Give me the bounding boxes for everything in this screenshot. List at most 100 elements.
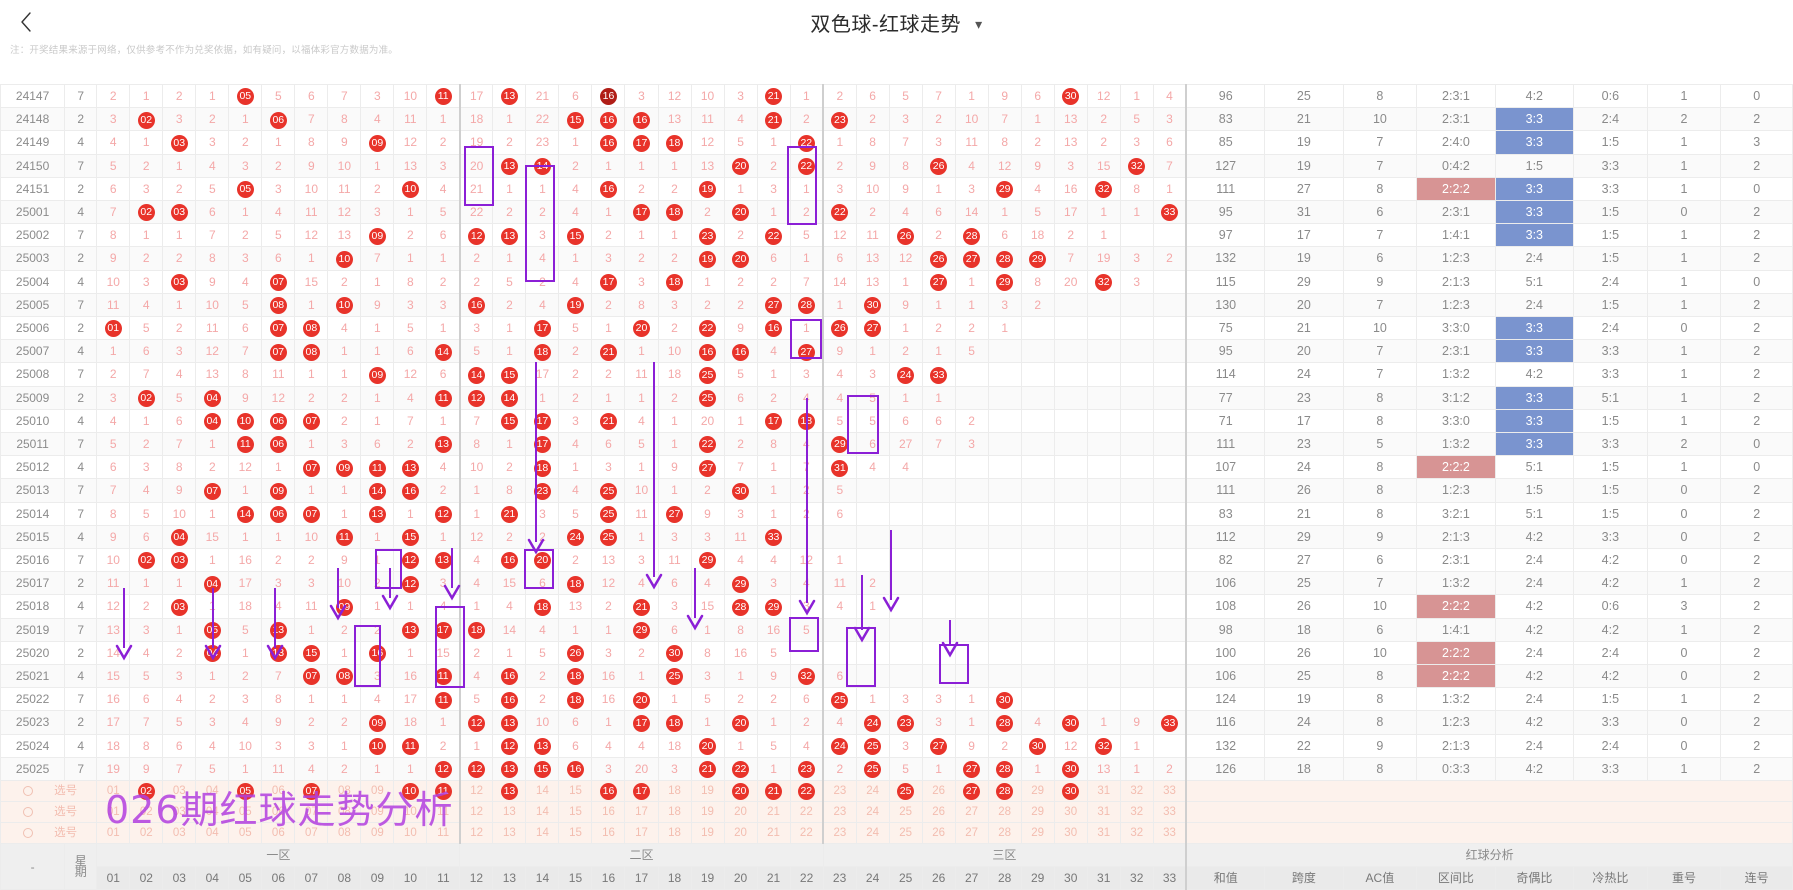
pick-ball-08[interactable]: 08 (327, 822, 362, 845)
ball-header-17[interactable]: 17 (624, 866, 659, 890)
pick-ball-19[interactable]: 19 (690, 801, 725, 824)
pick-ball-19[interactable]: 19 (690, 780, 725, 803)
table-row[interactable]: 24151 2 6 3 2 5 05 3 10 11 2 10 4 21 1 1 4 16 2 2 19 1 3 1 3 10 9 1… (0, 176, 1793, 202)
pick-ball-15[interactable]: 15 (558, 822, 593, 845)
ball-header-05[interactable]: 05 (228, 866, 263, 890)
pick-ball-32[interactable]: 32 (1119, 822, 1154, 845)
pick-label-cell[interactable]: 选号 (0, 801, 98, 824)
pick-ball-17[interactable]: 17 (624, 801, 659, 824)
table-row[interactable]: 24149 4 4 1 03 3 2 1 8 9 09 12 2 19 2 23 1 16 17 18 12 5 1 22 1 8… (0, 130, 1793, 155)
table-row[interactable]: 24150 7 5 2 1 4 3 2 9 10 1 13 3 20 13 14 2 1 1 1 13 20 2 22 2 9 8 2… (0, 153, 1793, 178)
trend-table-wrap[interactable]: 24147 7 2 1 2 1 05 5 6 7 3 10 11 17 13 21 6 16 3 12 10 3 21 1 2 6… (0, 83, 1793, 890)
pick-ball-21[interactable]: 21 (756, 822, 791, 845)
table-row[interactable]: 25012 4 6 3 8 2 12 1 07 09 11 13 4 10 2 18 1 3 1 9 27 7 1 7 31 4 4… (0, 455, 1793, 480)
pick-ball-25[interactable]: 25 (888, 822, 923, 845)
pick-ball-20[interactable]: 20 (723, 780, 758, 803)
analysis-header-连号[interactable]: 连号 (1720, 866, 1793, 890)
pick-ball-11[interactable]: 11 (426, 780, 461, 803)
pick-ball-27[interactable]: 27 (954, 780, 989, 803)
pick-ball-16[interactable]: 16 (591, 780, 626, 803)
analysis-header-区间比[interactable]: 区间比 (1416, 866, 1496, 890)
ball-header-01[interactable]: 01 (96, 866, 131, 890)
table-row[interactable]: 24148 2 3 02 3 2 1 06 7 8 4 11 1 18 1 22 15 16 16 13 11 4 21 2 2… (0, 107, 1793, 132)
pick-ball-12[interactable]: 12 (459, 822, 494, 845)
pick-ball-13[interactable]: 13 (492, 780, 527, 803)
ball-header-15[interactable]: 15 (558, 866, 593, 890)
ball-header-32[interactable]: 32 (1119, 866, 1154, 890)
pick-ball-29[interactable]: 29 (1020, 801, 1055, 824)
pick-ball-17[interactable]: 17 (624, 822, 659, 845)
ball-header-13[interactable]: 13 (492, 866, 527, 890)
table-row[interactable]: 25001 4 7 02 03 6 1 4 11 12 3 1 5 22 2 2 4 1 17 18 2 20 1 2 22 2 4… (0, 200, 1793, 225)
table-row[interactable]: 25009 2 3 02 5 04 9 12 2 2 1 4 11 12 14 1 2 1 1 2 25 6 2 4 4 5 1 1 7… (0, 385, 1793, 410)
table-row[interactable]: 25024 4 18 8 6 4 10 3 3 1 10 11 2 1 12 13 6 4 4 18 20 1 5 4 24 25… (0, 733, 1793, 758)
analysis-header-奇偶比[interactable]: 奇偶比 (1494, 866, 1575, 890)
analysis-header-冷热比[interactable]: 冷热比 (1573, 866, 1648, 890)
pick-ball-07[interactable]: 07 (294, 780, 329, 803)
pick-ball-16[interactable]: 16 (591, 801, 626, 824)
chevron-down-icon[interactable]: ▾ (975, 16, 983, 32)
pick-ball-04[interactable]: 04 (195, 822, 230, 845)
pick-label-cell[interactable]: 选号 (0, 780, 98, 803)
table-row[interactable]: 25016 7 10 02 03 1 16 2 2 9 1 12 13 4 16 20 2 13 3 11 29 4 4 12… (0, 548, 1793, 573)
pick-ball-09[interactable]: 09 (360, 822, 395, 845)
pick-ball-15[interactable]: 15 (558, 801, 593, 824)
pick-ball-33[interactable]: 33 (1152, 801, 1187, 824)
pick-ball-33[interactable]: 33 (1152, 780, 1187, 803)
pick-ball-06[interactable]: 06 (261, 822, 296, 845)
table-row[interactable]: 25002 7 8 1 1 7 2 5 12 13 09 2 6 12 13 3 15 2 1 1 23 2 22 5 12 11… (0, 223, 1793, 248)
ball-header-25[interactable]: 25 (888, 866, 923, 890)
pick-ball-28[interactable]: 28 (987, 801, 1022, 824)
pick-ball-27[interactable]: 27 (954, 801, 989, 824)
ball-header-29[interactable]: 29 (1020, 866, 1055, 890)
ball-header-26[interactable]: 26 (921, 866, 956, 890)
radio-icon[interactable] (23, 807, 33, 818)
pick-ball-22[interactable]: 22 (789, 780, 825, 803)
ball-header-10[interactable]: 10 (393, 866, 428, 890)
pick-ball-05[interactable]: 05 (228, 780, 263, 803)
pick-ball-20[interactable]: 20 (723, 801, 758, 824)
pick-ball-17[interactable]: 17 (624, 780, 659, 803)
pick-ball-01[interactable]: 01 (96, 780, 131, 803)
radio-icon[interactable] (23, 828, 33, 839)
ball-header-31[interactable]: 31 (1086, 866, 1121, 890)
pick-ball-23[interactable]: 23 (822, 780, 857, 803)
pick-ball-14[interactable]: 14 (525, 822, 560, 845)
ball-header-08[interactable]: 08 (327, 866, 362, 890)
analysis-header-重号[interactable]: 重号 (1646, 866, 1722, 890)
pick-ball-02[interactable]: 02 (129, 822, 164, 845)
pick-ball-07[interactable]: 07 (294, 801, 329, 824)
pick-ball-12[interactable]: 12 (459, 780, 494, 803)
pick-ball-02[interactable]: 02 (129, 801, 164, 824)
ball-header-02[interactable]: 02 (129, 866, 164, 890)
pick-ball-02[interactable]: 02 (129, 780, 164, 803)
table-row[interactable]: 25008 7 2 7 4 13 8 11 1 1 09 12 6 14 15 17 2 2 11 18 25 5 1 3 4 3… (0, 362, 1793, 387)
pick-row[interactable]: 选号 01 02 03 04 05 06 07 08 09 10 11 12 13 14 15 16 17 18 19… (0, 801, 1793, 824)
pick-ball-18[interactable]: 18 (657, 780, 692, 803)
pick-ball-24[interactable]: 24 (855, 822, 890, 845)
pick-ball-25[interactable]: 25 (888, 801, 923, 824)
ball-header-22[interactable]: 22 (789, 866, 824, 890)
pick-ball-06[interactable]: 06 (261, 801, 296, 824)
pick-ball-03[interactable]: 03 (162, 822, 197, 845)
pick-ball-09[interactable]: 09 (360, 801, 395, 824)
pick-ball-10[interactable]: 10 (393, 780, 428, 803)
ball-header-03[interactable]: 03 (162, 866, 197, 890)
pick-ball-30[interactable]: 30 (1053, 801, 1088, 824)
pick-ball-01[interactable]: 01 (96, 822, 131, 845)
pick-ball-12[interactable]: 12 (459, 801, 494, 824)
ball-header-19[interactable]: 19 (690, 866, 725, 890)
pick-ball-03[interactable]: 03 (162, 801, 197, 824)
ball-header-33[interactable]: 33 (1152, 866, 1187, 890)
pick-ball-32[interactable]: 32 (1119, 801, 1154, 824)
table-row[interactable]: 25003 2 9 2 2 8 3 6 1 10 7 1 1 2 1 4 1 3 2 2 19 20 6 1 6 13 12 26 27… (0, 246, 1793, 271)
pick-ball-18[interactable]: 18 (657, 801, 692, 824)
pick-ball-33[interactable]: 33 (1152, 822, 1187, 845)
pick-ball-31[interactable]: 31 (1086, 801, 1121, 824)
pick-ball-31[interactable]: 31 (1086, 822, 1121, 845)
pick-ball-14[interactable]: 14 (525, 780, 560, 803)
ball-header-28[interactable]: 28 (987, 866, 1022, 890)
pick-ball-08[interactable]: 08 (327, 801, 362, 824)
pick-ball-09[interactable]: 09 (360, 780, 395, 803)
pick-ball-29[interactable]: 29 (1020, 822, 1055, 845)
